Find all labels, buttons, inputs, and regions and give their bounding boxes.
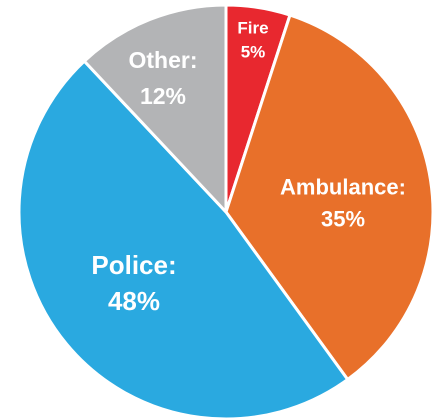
slice-label-other: Other: [129,47,198,73]
slice-percent-police: 48% [108,286,160,316]
slice-label-police: Police: [91,250,176,280]
slice-percent-fire: 5% [241,43,266,62]
slice-label-fire: Fire [237,19,268,38]
slice-percent-ambulance: 35% [321,207,365,232]
slice-percent-other: 12% [140,83,186,109]
pie-slices [17,3,432,420]
slice-label-ambulance: Ambulance: [280,175,406,200]
pie-slice-other [82,3,228,214]
pie-labels: Fire 5% Ambulance: 35% Police: 48% Other: 12% [91,19,406,317]
pie-slice-ambulance [224,13,432,381]
pie-slice-police [17,59,350,420]
